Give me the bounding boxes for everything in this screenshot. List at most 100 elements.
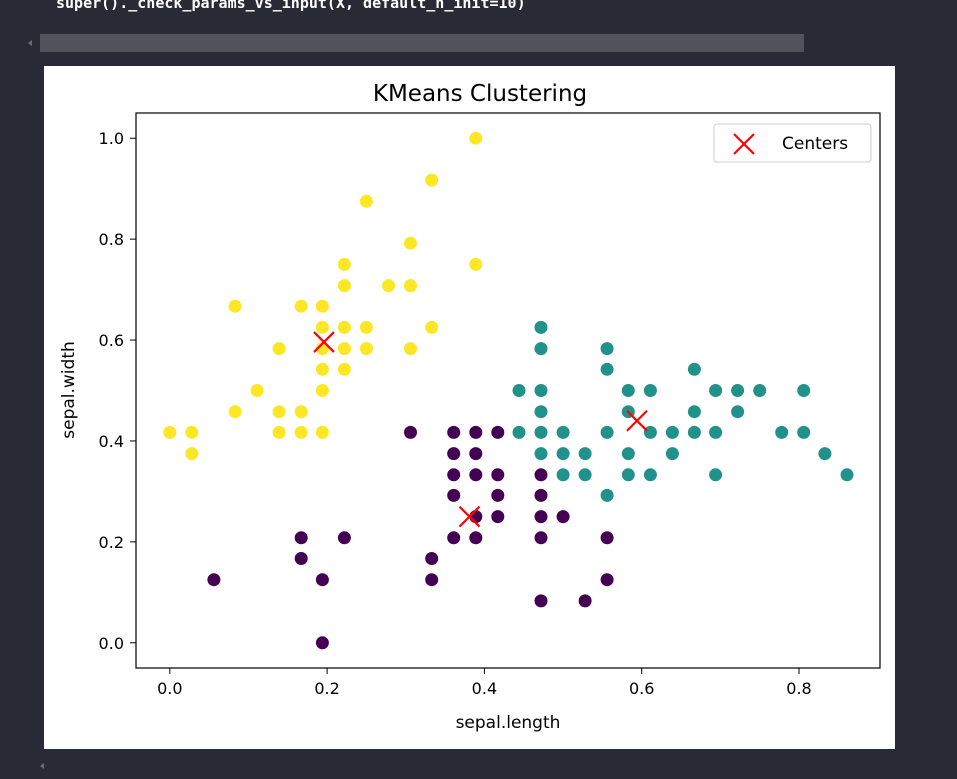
data-point <box>709 384 723 397</box>
data-point <box>315 425 329 439</box>
data-point <box>404 425 417 439</box>
data-point <box>382 279 395 293</box>
data-point <box>687 425 701 439</box>
scroll-left-arrow-icon[interactable] <box>40 763 44 769</box>
data-point <box>578 594 592 608</box>
data-point <box>491 510 505 524</box>
data-point <box>621 468 635 482</box>
data-point <box>315 384 329 397</box>
data-point <box>643 468 657 482</box>
data-point <box>731 384 745 397</box>
data-point <box>469 447 483 461</box>
data-point <box>469 131 483 145</box>
data-point <box>447 531 461 545</box>
data-point <box>337 257 351 271</box>
data-point <box>404 279 417 293</box>
data-point <box>643 425 657 439</box>
data-point <box>294 405 308 419</box>
data-point <box>600 488 614 502</box>
data-point <box>359 320 373 334</box>
data-point <box>337 342 351 356</box>
data-point <box>534 447 548 461</box>
horizontal-scrollbar[interactable] <box>40 34 804 52</box>
data-point <box>534 468 548 482</box>
data-point <box>797 384 811 397</box>
data-point <box>491 425 505 439</box>
data-point <box>600 573 614 587</box>
data-point <box>272 425 286 439</box>
data-point <box>556 425 570 439</box>
data-point <box>534 594 548 608</box>
data-point <box>469 468 483 482</box>
y-axis-label: sepal.width <box>59 341 79 439</box>
x-tick-label: 0.6 <box>629 679 654 698</box>
plot-area <box>163 131 854 650</box>
chart-legend: Centers <box>713 123 872 163</box>
y-tick-label: 0.0 <box>99 634 124 653</box>
data-point <box>404 236 417 250</box>
data-point <box>491 488 505 502</box>
data-point <box>731 405 745 419</box>
data-point <box>512 425 526 439</box>
data-point <box>207 573 221 587</box>
data-point <box>534 531 548 545</box>
scroll-left-arrow-icon[interactable] <box>28 40 32 46</box>
data-point <box>818 447 832 461</box>
data-point <box>359 342 373 356</box>
data-point <box>840 468 854 482</box>
data-point <box>491 468 505 482</box>
data-point <box>447 468 461 482</box>
legend-centers-marker <box>733 133 755 155</box>
data-point <box>753 384 767 397</box>
data-point <box>404 342 417 356</box>
y-tick-label: 0.2 <box>99 533 124 552</box>
data-point <box>534 384 548 397</box>
data-point <box>600 362 614 376</box>
x-tick-label: 0.8 <box>786 679 811 698</box>
y-tick-label: 0.4 <box>99 432 124 451</box>
data-point <box>600 425 614 439</box>
console-warning-line: super()._check_params_vs_input(X, defaul… <box>56 0 526 12</box>
data-point <box>709 425 723 439</box>
data-point <box>665 425 679 439</box>
data-point <box>534 405 548 419</box>
x-tick-label: 0.4 <box>472 679 497 698</box>
x-tick-label: 0.2 <box>314 679 339 698</box>
data-point <box>775 425 789 439</box>
data-point <box>469 257 483 271</box>
data-point <box>337 279 351 293</box>
data-point <box>294 299 308 313</box>
data-point <box>228 405 242 419</box>
data-point <box>272 405 286 419</box>
data-point <box>469 531 483 545</box>
plot-frame <box>135 112 881 669</box>
data-point <box>425 173 439 187</box>
data-point <box>556 468 570 482</box>
data-point <box>272 342 286 356</box>
data-point <box>643 384 657 397</box>
data-point <box>447 488 461 502</box>
data-point <box>425 573 439 587</box>
data-point <box>294 531 308 545</box>
cluster-center-marker <box>458 505 481 528</box>
chart-figure: KMeans Clustering 0.0 0.2 0.4 0.6 0.8 0.0 0.2 0… <box>44 66 895 749</box>
data-point <box>425 320 439 334</box>
data-point <box>687 362 701 376</box>
data-point <box>556 447 570 461</box>
chart-svg: KMeans Clustering 0.0 0.2 0.4 0.6 0.80.00.20… <box>59 81 881 733</box>
data-point <box>359 194 373 208</box>
data-point <box>469 510 483 524</box>
data-point <box>315 573 329 587</box>
data-point <box>315 362 329 376</box>
cluster-center-marker <box>626 409 648 432</box>
data-point <box>797 425 811 439</box>
y-tick-label: 0.6 <box>99 331 124 350</box>
data-point <box>534 488 548 502</box>
data-point <box>315 299 329 313</box>
axis-ticks: 0.0 0.2 0.4 0.6 0.8 0.0 0.2 0.4 0.6 0.8 1.0 <box>99 129 812 698</box>
data-point <box>534 510 548 524</box>
data-point <box>447 447 461 461</box>
data-point <box>534 425 548 439</box>
data-point <box>600 531 614 545</box>
y-tick-label: 1.0 <box>99 129 124 148</box>
